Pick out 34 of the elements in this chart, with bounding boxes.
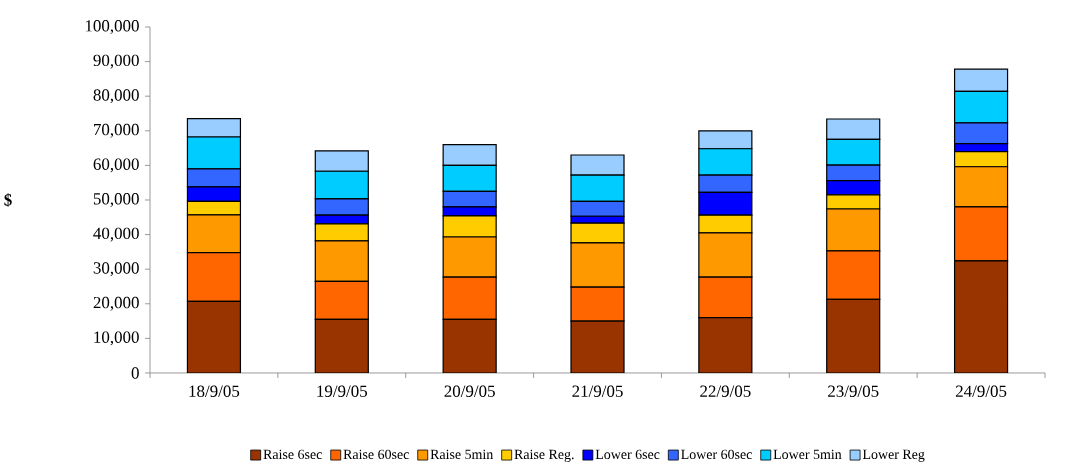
y-tick-label: 90,000 [93,54,139,69]
legend-label: Raise 60sec [343,449,409,460]
y-axis-title: $ [4,193,12,207]
legend-label: Raise 6sec [263,449,322,460]
y-tick-label: 20,000 [93,296,139,311]
y-tick-label: 100,000 [85,20,139,34]
bar [314,318,369,373]
y-tick-label: 0 [131,367,139,379]
bar [186,300,242,373]
y-tick-label: 80,000 [93,89,139,104]
x-tick-label: 19/9/05 [317,385,368,397]
y-tick-label: 70,000 [94,123,139,138]
y-tick-label: 30,000 [93,262,139,277]
y-tick-label: 50,000 [93,193,139,207]
bar [826,298,881,373]
legend-label: Lower 6sec [595,449,660,460]
x-tick-label: 21/9/05 [572,385,623,397]
legend-label: Lower 5min [773,449,842,460]
x-tick-label: 24/9/05 [955,385,1007,397]
legend-label: Lower 60sec [681,449,752,460]
x-tick-label: 20/9/05 [444,385,495,397]
x-tick-label: 23/9/05 [828,385,879,397]
y-tick-label: 40,000 [93,227,139,242]
bar [442,318,497,373]
y-tick-label: 60,000 [93,158,139,173]
bar [570,320,625,373]
legend-label: Lower Reg [862,449,925,462]
legend-label: Raise Reg. [514,449,574,462]
x-tick-label: 22/9/05 [700,385,751,397]
bar [953,260,1009,373]
x-tick-label: 18/9/05 [189,385,240,397]
y-tick-label: 10,000 [94,331,139,346]
legend-label: Raise 5min [430,449,494,460]
bar [698,317,753,373]
